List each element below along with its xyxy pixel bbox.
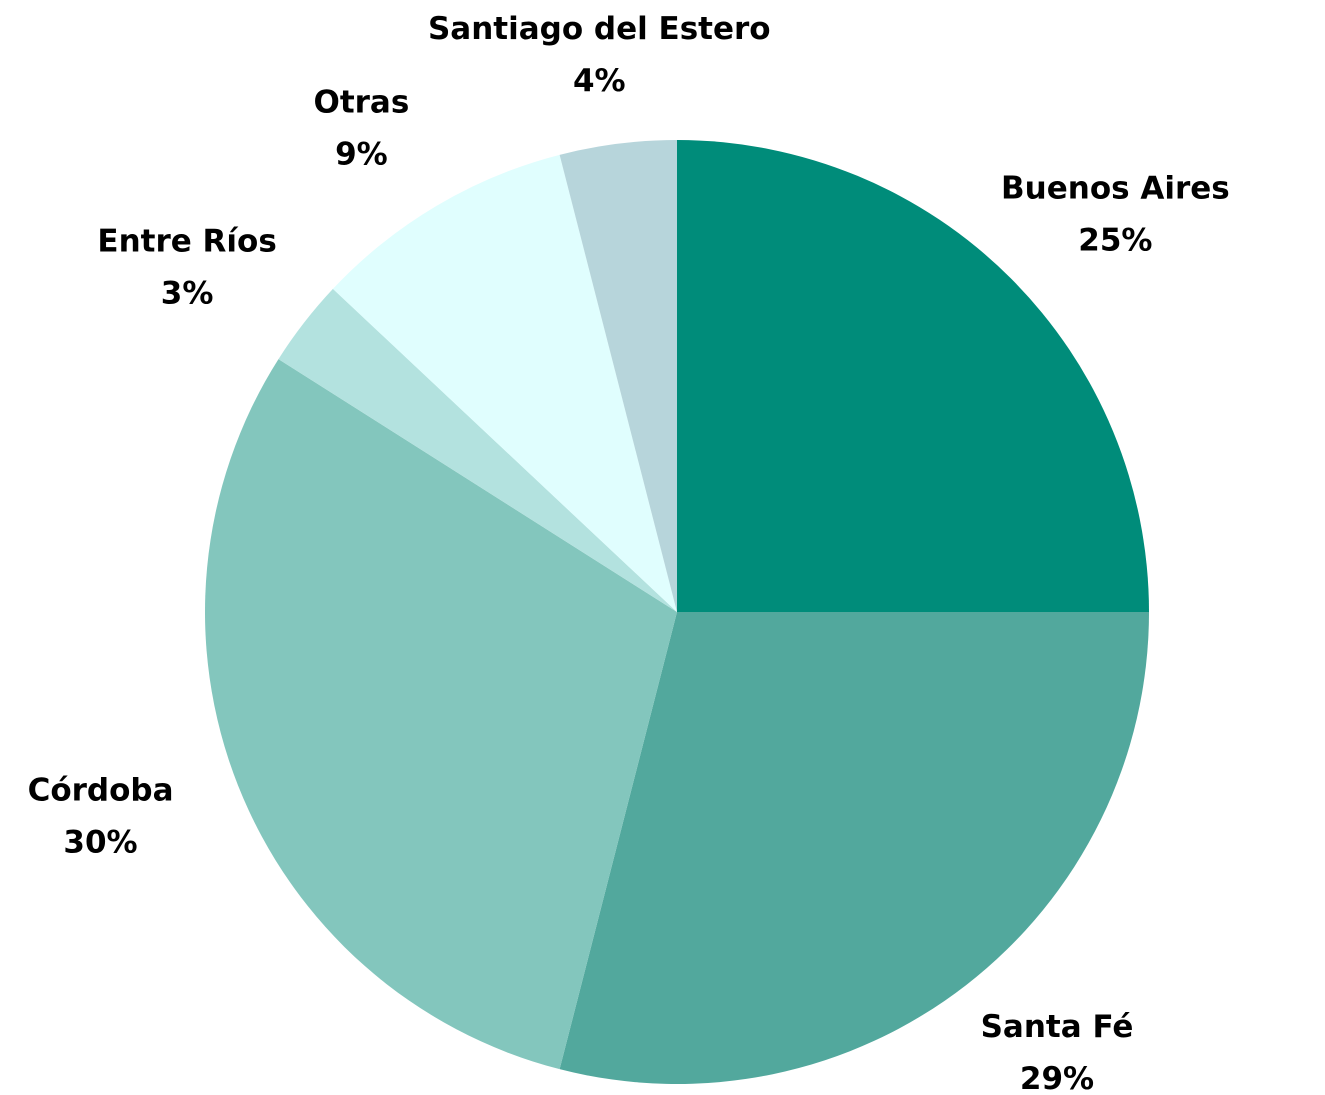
slice-label: Entre Ríos — [97, 223, 276, 259]
value-label: 30% — [63, 825, 137, 861]
pie-slice — [204, 359, 677, 1070]
value-label: 25% — [1078, 223, 1152, 259]
slice-label: Otras — [313, 84, 409, 120]
slice-label: Buenos Aires — [1001, 171, 1230, 207]
slice-label: Santiago del Estero — [428, 11, 771, 47]
pie-slice — [559, 612, 1149, 1084]
value-label: 4% — [573, 63, 626, 99]
pie-slice — [332, 154, 677, 613]
pie-slice — [278, 288, 677, 612]
value-label: 29% — [1020, 1061, 1094, 1091]
value-label: 9% — [335, 136, 388, 172]
slice-label: Córdoba — [28, 773, 174, 809]
value-label: 3% — [161, 275, 214, 311]
pie-slice — [677, 140, 1149, 612]
slice-label: Santa Fé — [981, 1009, 1134, 1045]
pie-slice — [559, 140, 677, 612]
